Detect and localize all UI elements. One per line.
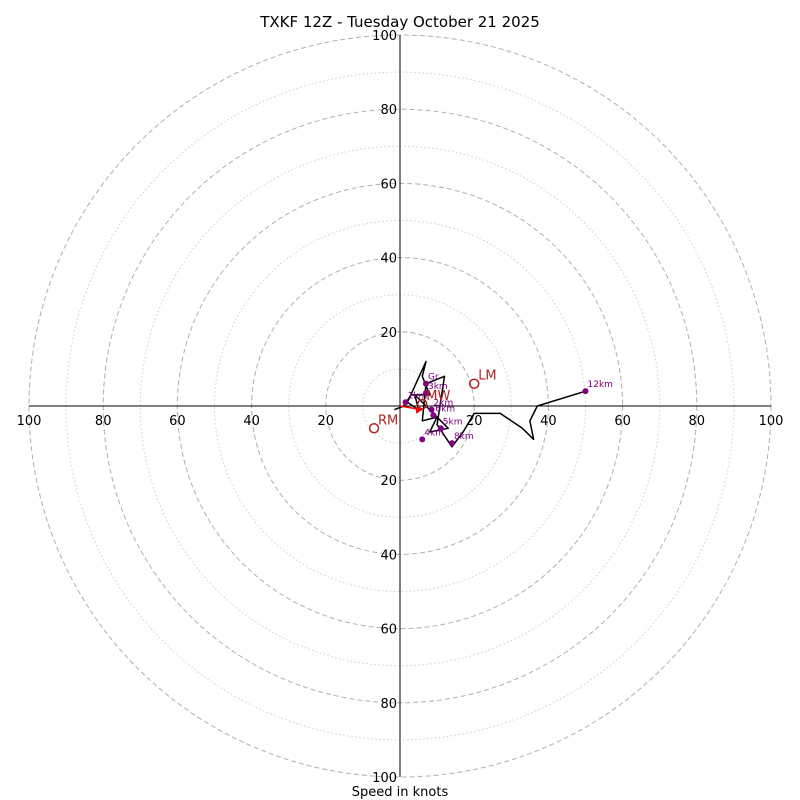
- tick-label-east-20: 20: [466, 414, 483, 429]
- motion-marker-LM: [468, 378, 480, 389]
- storm-motion-markers: LM RM MW: [368, 369, 497, 434]
- chart-title: TXKF 12Z - Tuesday October 21 2025: [259, 13, 540, 31]
- tick-label-east-40: 40: [540, 414, 557, 429]
- height-marker-5km: [437, 425, 444, 432]
- height-marker-12km: [582, 388, 589, 395]
- tick-label-east-100: 100: [759, 414, 784, 429]
- height-label-1km: 1km: [408, 391, 428, 401]
- tick-label-east-60: 60: [614, 414, 631, 429]
- tick-label-north-40: 40: [380, 252, 397, 267]
- height-label-4km: 4km: [424, 428, 444, 438]
- x-axis-label: Speed in knots: [352, 785, 449, 800]
- height-marker-4km: [419, 436, 426, 443]
- hodograph-trace-group: [394, 360, 586, 448]
- height-marker-8km: [448, 440, 455, 447]
- height-marker-Gr: [422, 380, 429, 387]
- tick-label-west-80: 80: [95, 414, 112, 429]
- height-marker-2km: [428, 406, 435, 413]
- tick-labels: 20 20 20 20 40 40 40 40 60 60 60 60 80 80 80 80 100 100 10…: [17, 29, 784, 786]
- motion-marker-MW: [417, 398, 428, 410]
- height-label-2km: 2km: [434, 399, 454, 409]
- shear-arrow-head: [415, 406, 423, 414]
- height-label-Gr: Gr: [428, 373, 439, 383]
- height-label-12km: 12km: [588, 380, 613, 390]
- motion-label-MW: MW: [426, 389, 450, 404]
- hodograph-trace: [394, 360, 586, 448]
- height-marker-1km: [402, 399, 409, 406]
- tick-label-west-100: 100: [17, 414, 42, 429]
- tick-label-south-60: 60: [380, 623, 397, 638]
- height-label-8km: 8km: [454, 432, 474, 442]
- motion-marker-RM: [368, 423, 380, 434]
- tick-label-south-40: 40: [380, 548, 397, 563]
- tick-label-south-100: 100: [372, 771, 397, 786]
- tick-label-east-80: 80: [689, 414, 706, 429]
- tick-label-north-100: 100: [372, 29, 397, 44]
- height-marker-6km: [430, 412, 437, 419]
- tick-label-south-20: 20: [380, 474, 397, 489]
- tick-label-north-60: 60: [380, 177, 397, 192]
- motion-label-LM: LM: [478, 369, 496, 384]
- tick-label-west-40: 40: [243, 414, 260, 429]
- tick-label-north-20: 20: [380, 326, 397, 341]
- tick-label-west-20: 20: [318, 414, 335, 429]
- height-label-3km: 3km: [428, 382, 448, 392]
- height-label-6km: 6km: [435, 404, 455, 414]
- tick-label-west-60: 60: [169, 414, 186, 429]
- height-label-5km: 5km: [443, 417, 463, 427]
- height-marker-3km: [422, 390, 429, 397]
- tick-label-south-80: 80: [380, 697, 397, 712]
- tick-label-north-80: 80: [380, 103, 397, 118]
- motion-label-RM: RM: [378, 413, 398, 428]
